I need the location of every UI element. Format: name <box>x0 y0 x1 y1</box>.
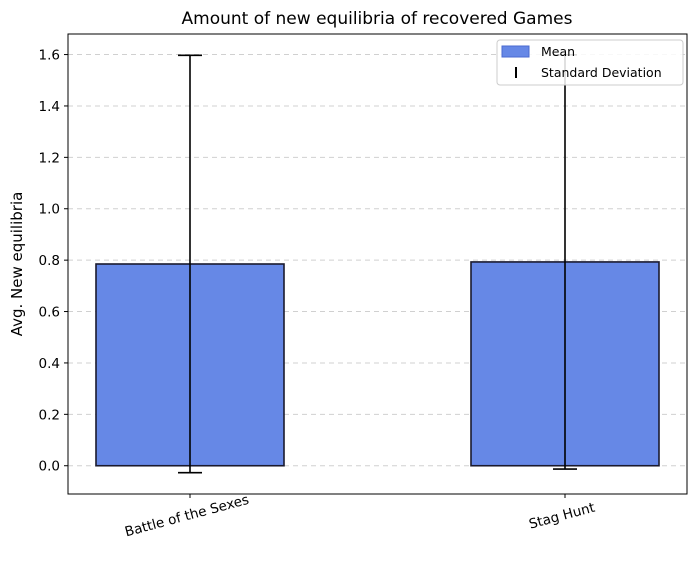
legend-swatch-mean <box>501 45 530 58</box>
bars <box>95 261 660 467</box>
y-axis-label: Avg. New equilibria <box>8 192 26 337</box>
chart-title: Amount of new equilibria of recovered Ga… <box>182 9 573 29</box>
legend-label-std: Standard Deviation <box>541 65 662 80</box>
y-tick-label: 0.2 <box>39 407 60 423</box>
y-tick-label: 1.6 <box>39 48 60 64</box>
legend-box <box>496 39 684 86</box>
y-tick-label: 0.8 <box>39 253 60 269</box>
plot-frame <box>67 33 688 495</box>
legend: Mean Standard Deviation <box>496 39 684 86</box>
y-tick-label: 1.0 <box>39 202 60 218</box>
x-tick-label: Stag Hunt <box>527 500 596 533</box>
y-tick-label: 0.0 <box>39 459 60 475</box>
legend-label-mean: Mean <box>541 44 575 59</box>
x-tick-label: Battle of the Sexes <box>123 492 251 541</box>
x-axis-ticks: Battle of the Sexes Stag Hunt <box>123 492 596 541</box>
y-axis-ticks: 0.0 0.2 0.4 0.6 0.8 1.0 1.2 1.4 1.6 <box>39 48 68 475</box>
y-tick-label: 1.2 <box>39 150 60 166</box>
y-tick-label: 0.4 <box>39 356 60 372</box>
y-tick-label: 0.6 <box>39 305 60 321</box>
y-tick-label: 1.4 <box>39 99 60 115</box>
